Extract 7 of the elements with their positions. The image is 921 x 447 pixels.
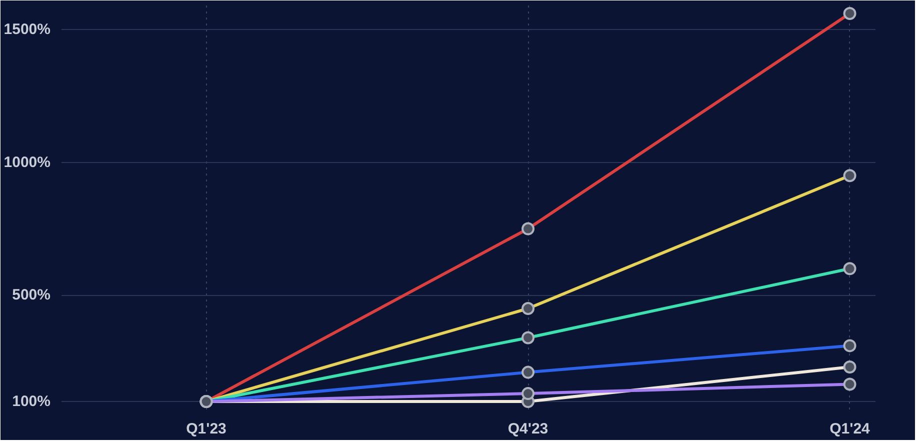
x-tick-label: Q1'24 (830, 420, 871, 438)
y-tick-label: 1500% (4, 20, 51, 38)
y-tick-label: 100% (12, 393, 51, 410)
x-tick-label: Q4'23 (508, 420, 548, 438)
y-tick-label: 1000% (4, 154, 51, 171)
y-tick-label: 500% (12, 286, 51, 304)
x-tick-label: Q1'23 (186, 420, 226, 438)
